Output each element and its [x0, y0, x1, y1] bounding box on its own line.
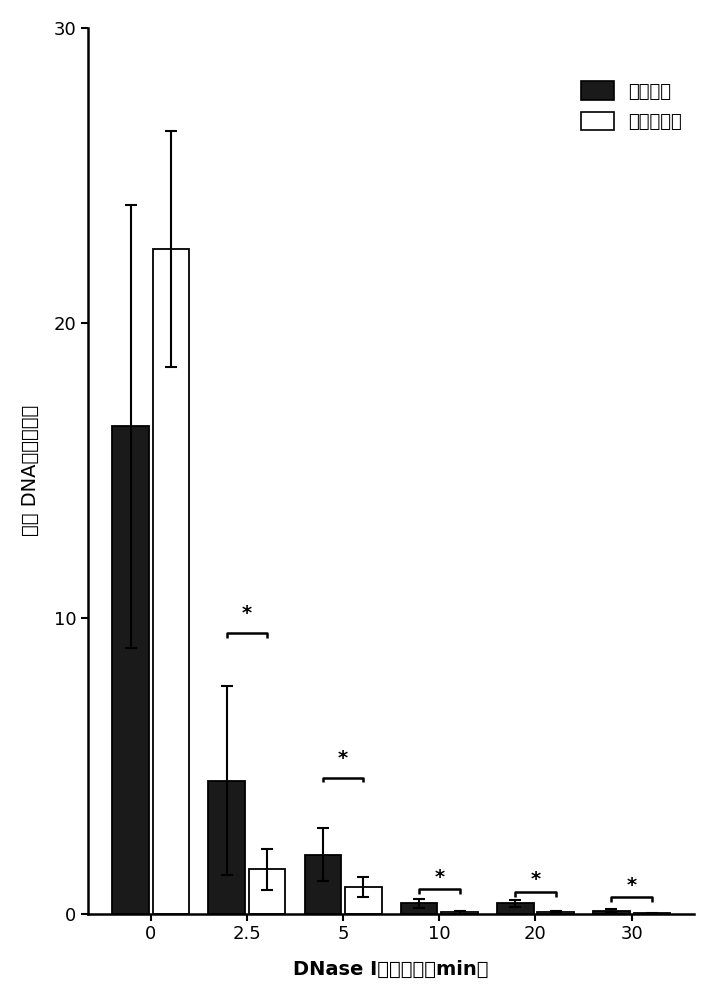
Bar	[401, 903, 438, 914]
Bar	[249, 869, 285, 914]
Text: *: *	[434, 868, 444, 887]
Legend: 核小体组, 非核小体组: 核小体组, 非核小体组	[573, 72, 691, 140]
Bar	[345, 887, 382, 914]
Text: *: *	[626, 876, 637, 895]
Bar	[538, 912, 574, 914]
Bar	[305, 855, 341, 914]
Text: *: *	[338, 749, 348, 768]
Bar	[593, 911, 630, 914]
Bar	[497, 903, 533, 914]
Y-axis label: 相对 DNA含量（倍）: 相对 DNA含量（倍）	[21, 405, 40, 536]
Bar	[153, 249, 189, 914]
Bar	[441, 912, 478, 914]
X-axis label: DNase Ⅰ消化时间（min）: DNase Ⅰ消化时间（min）	[293, 960, 489, 979]
Text: *: *	[242, 604, 252, 623]
Text: *: *	[531, 870, 541, 889]
Bar	[209, 781, 245, 914]
Bar	[112, 426, 149, 914]
